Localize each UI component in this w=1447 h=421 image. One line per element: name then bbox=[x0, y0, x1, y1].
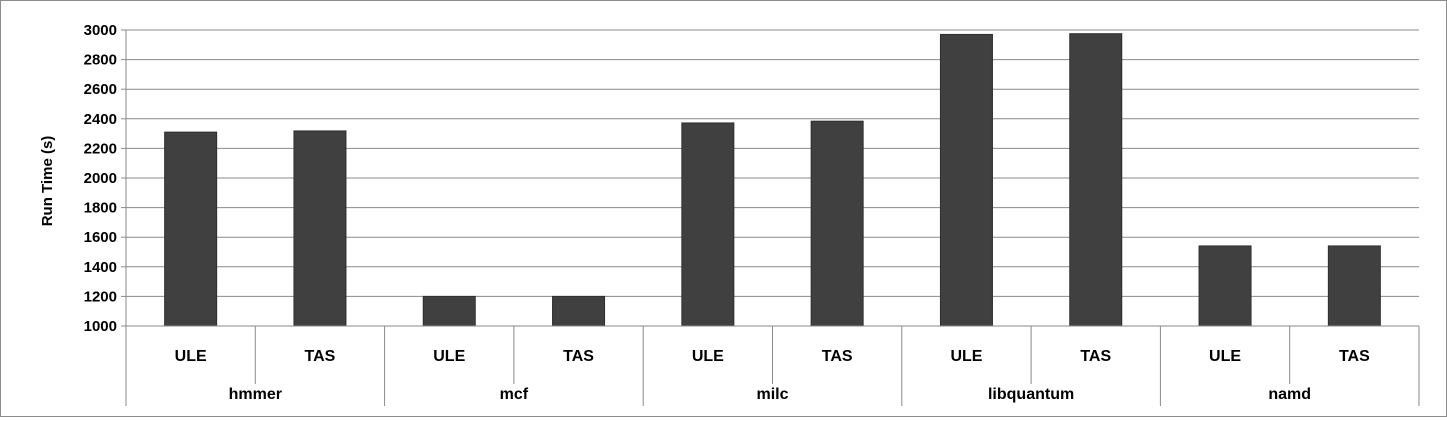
bar-namd-ule bbox=[1198, 245, 1252, 327]
y-tick-label: 1000 bbox=[84, 318, 117, 335]
bar-hmmer-ule bbox=[164, 131, 218, 327]
group-label: libquantum bbox=[988, 386, 1074, 403]
category-label: ULE bbox=[175, 348, 207, 365]
category-label: TAS bbox=[305, 348, 336, 365]
category-label: TAS bbox=[563, 348, 594, 365]
bar-libquantum-ule bbox=[939, 33, 993, 327]
bar-namd-tas bbox=[1327, 245, 1381, 327]
bar-libquantum-tas bbox=[1069, 33, 1123, 327]
bar-mcf-ule bbox=[422, 295, 476, 327]
y-tick-label: 1400 bbox=[84, 259, 117, 276]
category-label: TAS bbox=[1339, 348, 1370, 365]
bar-milc-tas bbox=[810, 120, 864, 327]
group-label: mcf bbox=[500, 386, 529, 403]
category-label: TAS bbox=[1080, 348, 1111, 365]
x-axis: ULE TAS hmmer ULE TAS mcf ULE TAS milc ULE TAS libq… bbox=[125, 325, 1420, 406]
group-label: hmmer bbox=[229, 386, 282, 403]
y-tick-label: 1200 bbox=[84, 288, 117, 305]
y-tick-label: 2400 bbox=[84, 111, 117, 128]
category-label: TAS bbox=[822, 348, 853, 365]
category-label: ULE bbox=[433, 348, 465, 365]
y-tick-label: 2000 bbox=[84, 170, 117, 187]
bar-milc-ule bbox=[681, 122, 735, 327]
bar-hmmer-tas bbox=[293, 130, 347, 327]
y-tick-label: 2200 bbox=[84, 140, 117, 157]
y-tick-label: 1600 bbox=[84, 229, 117, 246]
category-label: ULE bbox=[1209, 348, 1241, 365]
category-label: ULE bbox=[692, 348, 724, 365]
y-tick-label: 1800 bbox=[84, 200, 117, 217]
y-tick-label: 3000 bbox=[84, 22, 117, 39]
category-label: ULE bbox=[950, 348, 982, 365]
y-tick-label: 2800 bbox=[84, 52, 117, 69]
group-label: milc bbox=[756, 386, 788, 403]
y-axis-label: Run Time (s) bbox=[39, 136, 56, 227]
y-tick-label: 2600 bbox=[84, 81, 117, 98]
y-axis: 1000 1200 1400 1600 1800 2000 2200 2400 2600 2800… bbox=[84, 22, 127, 335]
group-label: namd bbox=[1268, 386, 1311, 403]
bar-mcf-tas bbox=[552, 295, 606, 327]
bars bbox=[164, 33, 1381, 327]
